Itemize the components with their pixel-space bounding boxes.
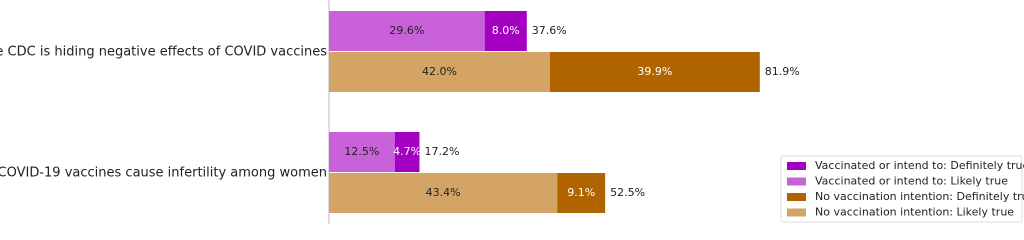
legend-label: Vaccinated or intend to: Definitely true (815, 159, 1024, 172)
total-label: 17.2% (424, 145, 459, 158)
bar-segment (557, 173, 606, 213)
value-label: 43.4% (426, 186, 461, 199)
bar-segment (329, 132, 395, 172)
legend-swatch (787, 208, 806, 217)
total-label: 81.9% (765, 65, 800, 78)
value-label: 8.0% (492, 24, 520, 37)
value-label: 42.0% (422, 65, 457, 78)
bar-segment (329, 52, 550, 92)
legend-label: No vaccination intention: Definitely tru… (815, 190, 1024, 203)
value-label: 9.1% (567, 186, 595, 199)
legend-box (780, 155, 1023, 223)
bar-segment (329, 11, 485, 51)
bar-segment (549, 52, 760, 92)
legend-swatch (787, 177, 806, 186)
legend-label: No vaccination intention: Likely true (815, 206, 1014, 219)
bar-segment (394, 132, 420, 172)
legend-swatch (787, 193, 806, 201)
total-label: 52.5% (610, 186, 645, 199)
value-label: 4.7% (393, 145, 421, 158)
legend-swatch (787, 162, 806, 170)
category-label: The CDC is hiding negative effects of CO… (0, 45, 327, 60)
bar-segment (484, 11, 527, 51)
value-label: 29.6% (389, 24, 424, 37)
bar-segment (329, 173, 558, 213)
total-label: 37.6% (532, 24, 567, 37)
chart: The CDC is hiding negative effects of CO… (0, 0, 1024, 224)
value-label: 39.9% (637, 65, 672, 78)
value-label: 12.5% (344, 145, 379, 158)
legend-label: Vaccinated or intend to: Likely true (815, 175, 1008, 188)
category-label: COVID-19 vaccines cause infertility amon… (0, 166, 327, 181)
